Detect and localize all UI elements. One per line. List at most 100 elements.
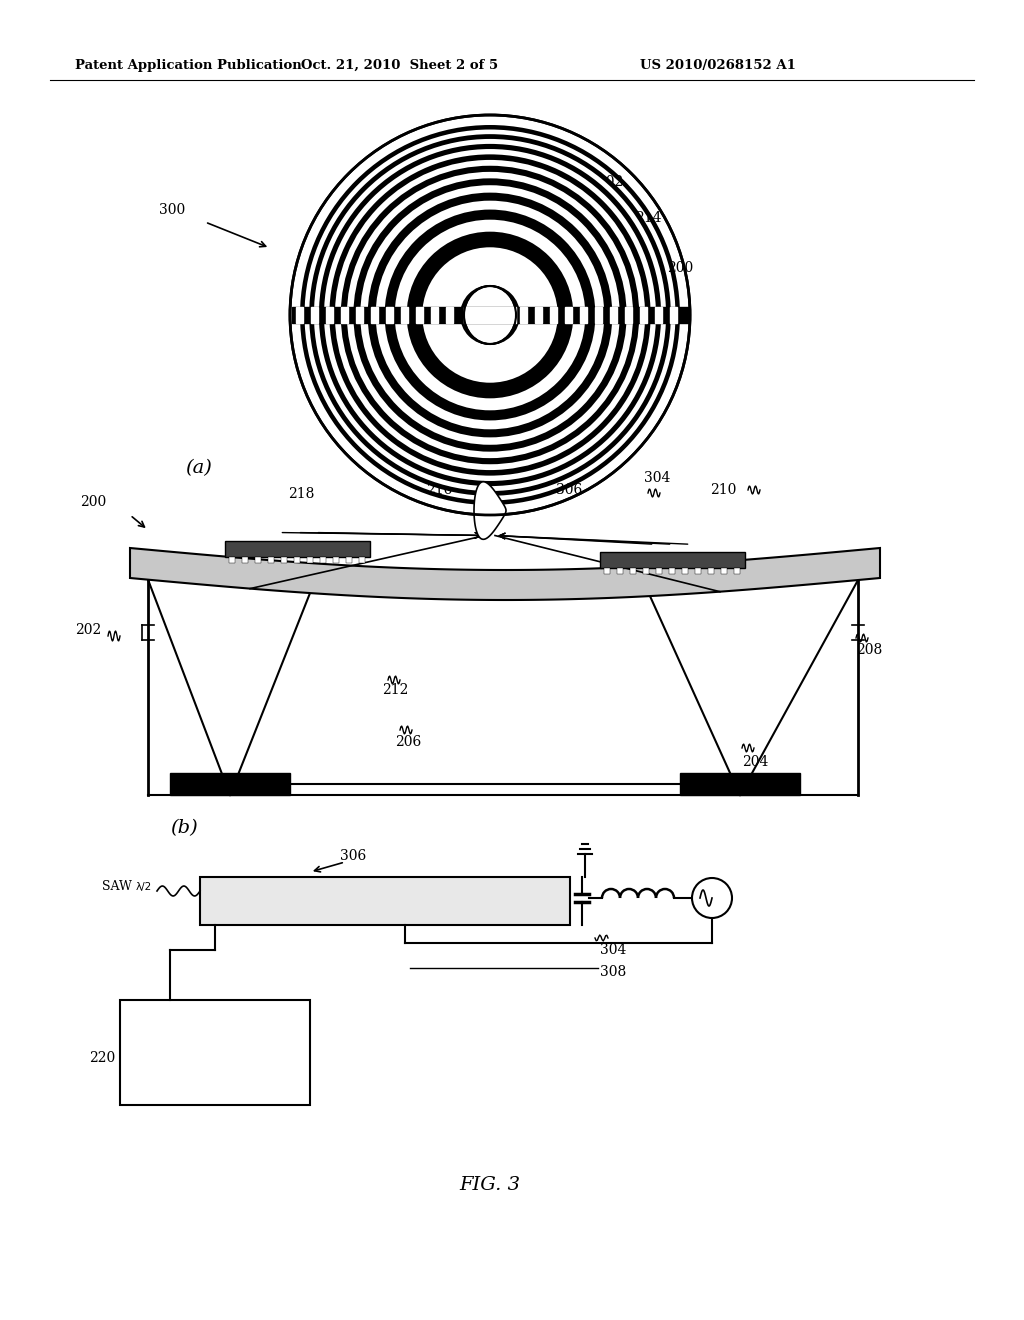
Bar (565, 308, 572, 323)
Circle shape (290, 115, 690, 515)
Text: 210: 210 (710, 483, 736, 498)
Bar (721, 569, 727, 574)
Bar (359, 557, 365, 562)
Bar (371, 308, 378, 323)
Bar (319, 557, 326, 562)
Text: (c): (c) (170, 1069, 197, 1086)
Text: E↑: E↑ (552, 894, 569, 903)
Bar (229, 557, 234, 562)
Text: λ/4: λ/4 (204, 908, 220, 917)
Circle shape (368, 193, 612, 437)
Text: (a): (a) (185, 459, 212, 477)
Circle shape (330, 154, 650, 475)
Bar (595, 308, 602, 323)
Bar (200, 876, 570, 925)
Bar (386, 308, 393, 323)
Bar (695, 569, 701, 574)
Text: 200: 200 (80, 495, 106, 510)
Text: 304: 304 (600, 942, 627, 957)
Circle shape (318, 144, 662, 486)
Circle shape (692, 878, 732, 917)
Text: 204: 204 (742, 755, 768, 770)
Text: 302: 302 (597, 176, 624, 189)
Bar (535, 308, 542, 323)
Circle shape (407, 232, 573, 399)
Text: 304: 304 (644, 471, 671, 484)
Bar (341, 308, 348, 323)
Bar (640, 308, 647, 323)
Text: 212: 212 (382, 682, 409, 697)
Circle shape (309, 135, 671, 496)
Circle shape (347, 172, 633, 458)
Bar (670, 308, 677, 323)
Text: λ/4: λ/4 (229, 908, 246, 917)
Bar (225, 540, 370, 557)
Bar (550, 308, 557, 323)
Bar (255, 557, 261, 562)
Bar (643, 569, 649, 574)
Text: 218: 218 (288, 487, 314, 502)
Bar (625, 308, 632, 323)
Circle shape (360, 185, 620, 445)
Bar (307, 557, 313, 562)
Circle shape (460, 285, 520, 345)
Ellipse shape (464, 286, 516, 345)
Bar (401, 308, 408, 323)
Bar (580, 308, 587, 323)
Bar (734, 569, 740, 574)
Text: FIG. 3: FIG. 3 (460, 1176, 520, 1195)
Circle shape (314, 139, 666, 491)
Text: AC: AC (706, 902, 719, 911)
Bar (655, 308, 662, 323)
Bar (431, 308, 438, 323)
Bar (416, 308, 423, 323)
Bar (294, 557, 300, 562)
Text: 214: 214 (635, 211, 662, 224)
Text: 308: 308 (600, 965, 627, 979)
Bar (604, 569, 610, 574)
Bar (600, 552, 745, 569)
Bar (708, 569, 714, 574)
Circle shape (300, 125, 680, 506)
Bar (120, 1001, 310, 1105)
Bar (296, 308, 303, 323)
Circle shape (385, 210, 595, 421)
Bar (346, 557, 352, 562)
Text: Oct. 21, 2010  Sheet 2 of 5: Oct. 21, 2010 Sheet 2 of 5 (301, 58, 499, 71)
Circle shape (353, 178, 627, 451)
Bar (617, 569, 623, 574)
Bar (292, 308, 688, 323)
Circle shape (376, 201, 604, 429)
Bar (268, 557, 274, 562)
Polygon shape (474, 482, 506, 540)
Bar (333, 557, 339, 562)
Text: Piezoelectric layer: Piezoelectric layer (289, 891, 407, 904)
Text: 300: 300 (159, 203, 185, 216)
Bar (326, 308, 333, 323)
Bar (669, 569, 675, 574)
Text: 202: 202 (75, 623, 101, 638)
Circle shape (324, 149, 656, 480)
Text: SAW: SAW (102, 880, 132, 894)
Circle shape (422, 247, 558, 383)
Polygon shape (130, 548, 880, 601)
Circle shape (341, 166, 639, 465)
Circle shape (394, 219, 586, 411)
Bar (356, 308, 362, 323)
Text: 200: 200 (667, 261, 693, 275)
Text: 216: 216 (426, 483, 453, 498)
Bar (242, 557, 248, 562)
Text: 306: 306 (340, 849, 367, 863)
Circle shape (304, 129, 676, 500)
Text: 220: 220 (89, 1051, 115, 1065)
Text: (b): (b) (170, 818, 198, 837)
Bar (281, 557, 287, 562)
Text: 306: 306 (556, 483, 583, 498)
Text: 220: 220 (468, 483, 495, 498)
Bar (170, 774, 290, 795)
Text: US 2010/0268152 A1: US 2010/0268152 A1 (640, 58, 796, 71)
Bar (656, 569, 662, 574)
Bar (520, 308, 527, 323)
Bar (680, 774, 800, 795)
Text: λ/2: λ/2 (136, 882, 153, 892)
